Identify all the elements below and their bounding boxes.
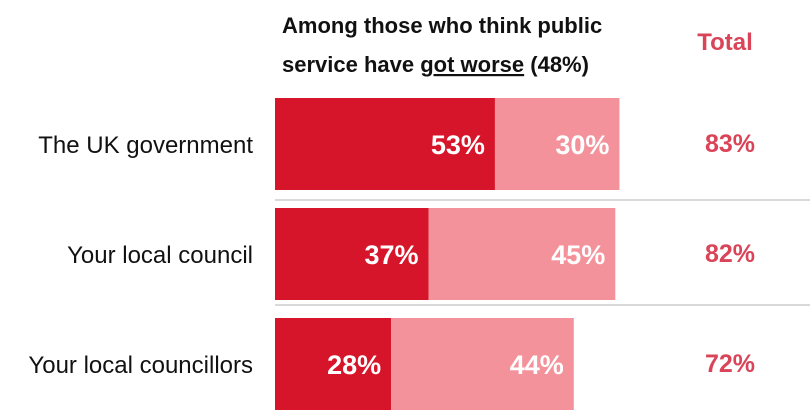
chart-title: Among those who think public service hav… xyxy=(282,13,602,77)
chart-row: Your local councillors 28% 44% 72% xyxy=(28,318,755,410)
total-value-label: 82% xyxy=(705,240,755,268)
chart-title-line-2-suffix: (48%) xyxy=(524,52,589,77)
chart-title-emphasis: got worse xyxy=(420,52,524,77)
bar-segment xyxy=(428,208,616,300)
bar-data-label: 30% xyxy=(555,130,609,160)
category-label: Your local councillors xyxy=(28,352,253,379)
bar-segment xyxy=(275,318,392,410)
chart-row: Your local council 37% 45% 82% xyxy=(67,208,755,300)
total-value-label: 83% xyxy=(705,130,755,158)
chart-title-line-2: service have got worse (48%) xyxy=(282,52,589,77)
bar-data-label: 53% xyxy=(431,130,485,160)
category-label: The UK government xyxy=(38,132,253,159)
bar-segment xyxy=(494,98,620,190)
category-label: Your local council xyxy=(67,242,253,269)
chart-title-line-2-prefix: service have xyxy=(282,52,420,77)
bar-data-label: 37% xyxy=(365,240,419,270)
bar-data-label: 28% xyxy=(327,350,381,380)
bar-data-label: 45% xyxy=(551,240,605,270)
bar-segment xyxy=(391,318,574,410)
row-dividers xyxy=(275,199,810,306)
bar-data-label: 44% xyxy=(510,350,564,380)
chart-row: The UK government 53% 30% 83% xyxy=(38,98,755,190)
total-column-header: Total xyxy=(697,29,753,56)
chart-rows: The UK government 53% 30% 83% Your local cou… xyxy=(28,98,755,410)
total-value-label: 72% xyxy=(705,350,755,378)
bar-segment xyxy=(275,208,429,300)
chart-title-line-1: Among those who think public xyxy=(282,13,602,38)
bar-segment xyxy=(275,98,495,190)
